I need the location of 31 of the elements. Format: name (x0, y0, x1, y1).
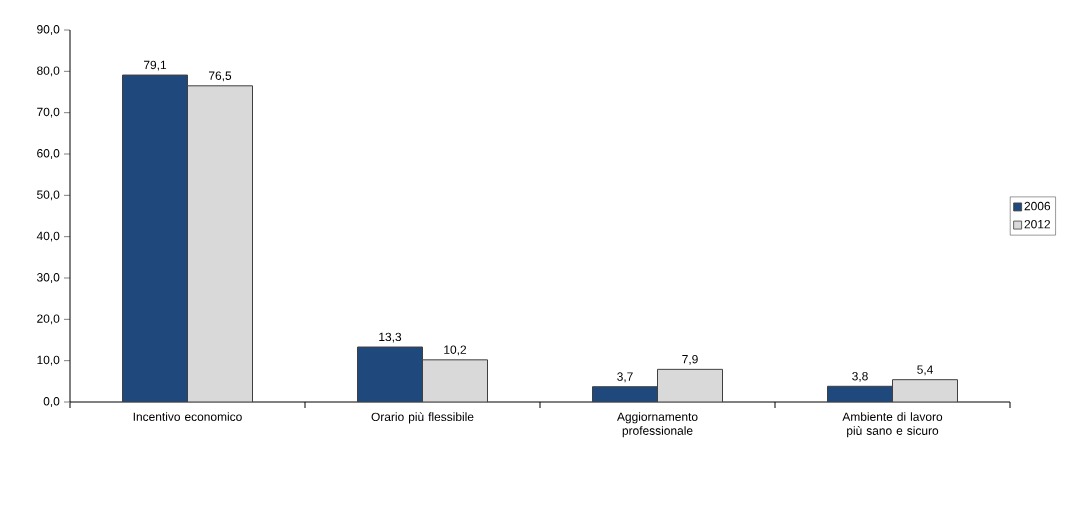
bar (592, 386, 659, 402)
bar (187, 85, 253, 402)
bar (422, 359, 488, 402)
x-tick-label: Aggiornamento professionale (616, 412, 698, 438)
bar (357, 346, 423, 402)
data-label: 79,1 (143, 60, 167, 71)
x-tick-label: Orario più flessibile (371, 412, 474, 424)
bar (892, 379, 959, 402)
y-tick-label: 20,0 (37, 314, 60, 325)
y-tick-label: 50,0 (37, 190, 60, 201)
legend-label: 2012 (1024, 220, 1050, 229)
y-tick-label: 60,0 (37, 149, 60, 159)
y-tick-label: 30,0 (37, 273, 60, 283)
y-tick-label: 70,0 (37, 107, 60, 118)
bar (657, 368, 724, 402)
y-tick-label: 10,0 (37, 355, 60, 366)
data-label: 3,8 (852, 371, 868, 382)
y-tick-label: 40,0 (36, 231, 60, 242)
data-label: 10,2 (444, 345, 467, 356)
data-label: 76,5 (208, 71, 232, 82)
y-tick-label: 90,0 (37, 25, 60, 35)
y-tick-label: 0,0 (43, 397, 60, 407)
bar (122, 74, 188, 402)
data-label: 3,7 (617, 372, 633, 383)
y-tick-label: 80,0 (37, 66, 60, 77)
data-label: 7,9 (682, 354, 698, 365)
data-label: 13,3 (379, 332, 402, 343)
x-tick-label: Incentivo economico (133, 412, 242, 421)
x-tick-label: Ambiente di lavoro più sano e sicuro (842, 412, 943, 438)
data-label: 5,4 (917, 365, 933, 376)
legend-label: 2006 (1024, 201, 1051, 211)
